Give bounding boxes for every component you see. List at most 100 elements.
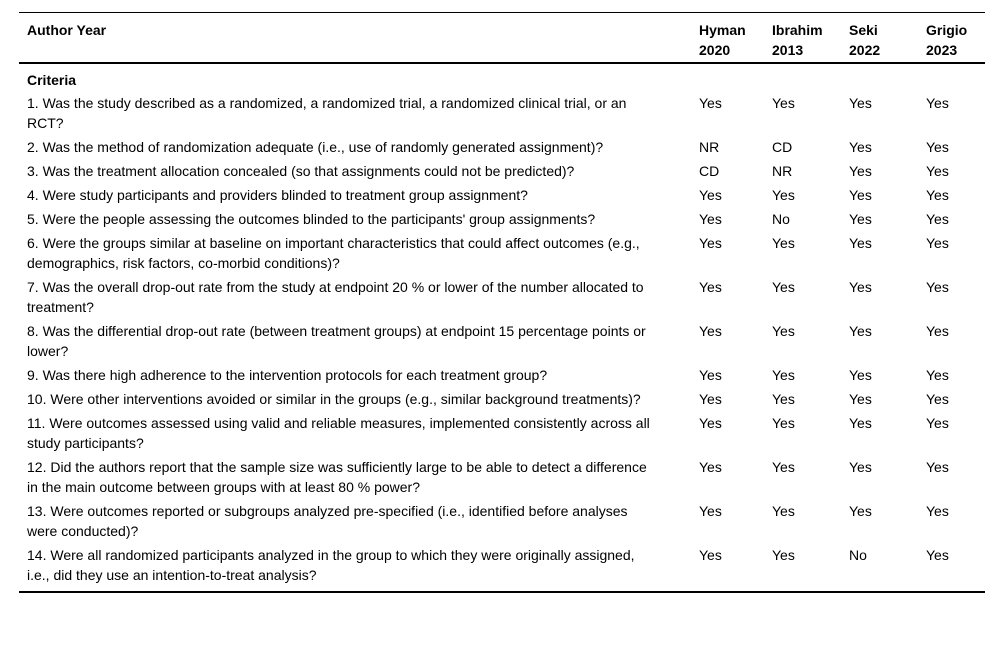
rating-cell: Yes [926,391,949,407]
table-row: 1. Was the study described as a randomiz… [19,92,985,136]
rating-cell: Yes [699,187,722,203]
rating-cell: CD [699,163,720,179]
rating-cell: Yes [699,211,722,227]
rating-cell: Yes [772,459,795,475]
criterion-text: 12. Did the authors report that the samp… [27,459,647,495]
rating-cell: Yes [849,391,872,407]
quality-assessment-table: Author Year Hyman 2020 Ibrahim 2013 Seki… [19,12,985,593]
author-year-header: Author Year [19,12,699,64]
study-year: 2013 [772,42,804,58]
rating-cell: Yes [772,279,795,295]
rating-cell: Yes [699,279,722,295]
criterion-text: 3. Was the treatment allocation conceale… [27,163,575,179]
rating-cell: Yes [772,235,795,251]
rating-cell: Yes [772,415,795,431]
table-row: 13. Were outcomes reported or subgroups … [19,500,985,544]
table-row: 12. Did the authors report that the samp… [19,456,985,500]
rating-cell: Yes [849,163,872,179]
rating-cell: Yes [772,323,795,339]
table-row: 6. Were the groups similar at baseline o… [19,232,985,276]
table-row: 4. Were study participants and providers… [19,184,985,208]
rating-cell: Yes [699,235,722,251]
rating-cell: Yes [699,415,722,431]
table-row: 3. Was the treatment allocation conceale… [19,160,985,184]
table-row: 14. Were all randomized participants ana… [19,544,985,592]
rating-cell: Yes [699,547,722,563]
study-year: 2020 [699,42,731,58]
criterion-text: 10. Were other interventions avoided or … [27,391,641,407]
rating-cell: Yes [772,95,795,111]
rating-cell: Yes [699,95,722,111]
criterion-text: 1. Was the study described as a randomiz… [27,95,627,131]
rating-cell: Yes [926,211,949,227]
study-name: Seki [849,22,878,38]
rating-cell: Yes [849,323,872,339]
table-row: 11. Were outcomes assessed using valid a… [19,412,985,456]
rating-cell: Yes [926,95,949,111]
rating-cell: Yes [926,235,949,251]
rating-cell: Yes [849,503,872,519]
rating-cell: Yes [926,187,949,203]
study-header-hyman: Hyman 2020 [699,12,772,64]
criterion-text: 14. Were all randomized participants ana… [27,547,635,583]
rating-cell: Yes [926,415,949,431]
table-row: 9. Was there high adherence to the inter… [19,364,985,388]
rating-cell: Yes [926,279,949,295]
criterion-text: 11. Were outcomes assessed using valid a… [27,415,650,451]
table-row: 8. Was the differential drop-out rate (b… [19,320,985,364]
rating-cell: Yes [849,367,872,383]
criterion-text: 5. Were the people assessing the outcome… [27,211,596,227]
rating-cell: Yes [699,503,722,519]
rating-cell: Yes [849,139,872,155]
criteria-section-label: Criteria [27,72,77,88]
criterion-text: 9. Was there high adherence to the inter… [27,367,548,383]
study-header-ibrahim: Ibrahim 2013 [772,12,849,64]
criterion-text: 8. Was the differential drop-out rate (b… [27,323,646,359]
study-name: Hyman [699,22,746,38]
rating-cell: NR [699,139,720,155]
rating-cell: Yes [849,459,872,475]
rating-cell: No [772,211,790,227]
rating-cell: Yes [926,163,949,179]
rating-cell: Yes [772,187,795,203]
rating-cell: Yes [772,367,795,383]
rating-cell: Yes [926,547,949,563]
rating-cell: Yes [926,139,949,155]
study-header-seki: Seki 2022 [849,12,926,64]
rating-cell: Yes [926,459,949,475]
table-row: 2. Was the method of randomization adequ… [19,136,985,160]
study-year: 2022 [849,42,881,58]
table-header-row: Author Year Hyman 2020 Ibrahim 2013 Seki… [19,12,985,64]
table-row: 10. Were other interventions avoided or … [19,388,985,412]
rating-cell: Yes [926,367,949,383]
rating-cell: Yes [849,415,872,431]
criterion-text: 13. Were outcomes reported or subgroups … [27,503,628,539]
criterion-text: 6. Were the groups similar at baseline o… [27,235,640,271]
rating-cell: CD [772,139,793,155]
criteria-section-row: Criteria [19,63,985,92]
rating-cell: Yes [849,235,872,251]
rating-cell: Yes [699,391,722,407]
study-year: 2023 [926,42,958,58]
table-row: 5. Were the people assessing the outcome… [19,208,985,232]
criterion-text: 2. Was the method of randomization adequ… [27,139,604,155]
rating-cell: NR [772,163,793,179]
rating-cell: Yes [849,279,872,295]
table-row: 7. Was the overall drop-out rate from th… [19,276,985,320]
rating-cell: Yes [699,459,722,475]
rating-cell: No [849,547,867,563]
rating-cell: Yes [699,323,722,339]
criterion-text: 4. Were study participants and providers… [27,187,528,203]
rating-cell: Yes [772,391,795,407]
rating-cell: Yes [849,211,872,227]
criterion-text: 7. Was the overall drop-out rate from th… [27,279,644,315]
study-name: Grigio [926,22,968,38]
rating-cell: Yes [772,547,795,563]
study-name: Ibrahim [772,22,823,38]
rating-cell: Yes [849,95,872,111]
rating-cell: Yes [849,187,872,203]
rating-cell: Yes [772,503,795,519]
rating-cell: Yes [926,503,949,519]
rating-cell: Yes [926,323,949,339]
